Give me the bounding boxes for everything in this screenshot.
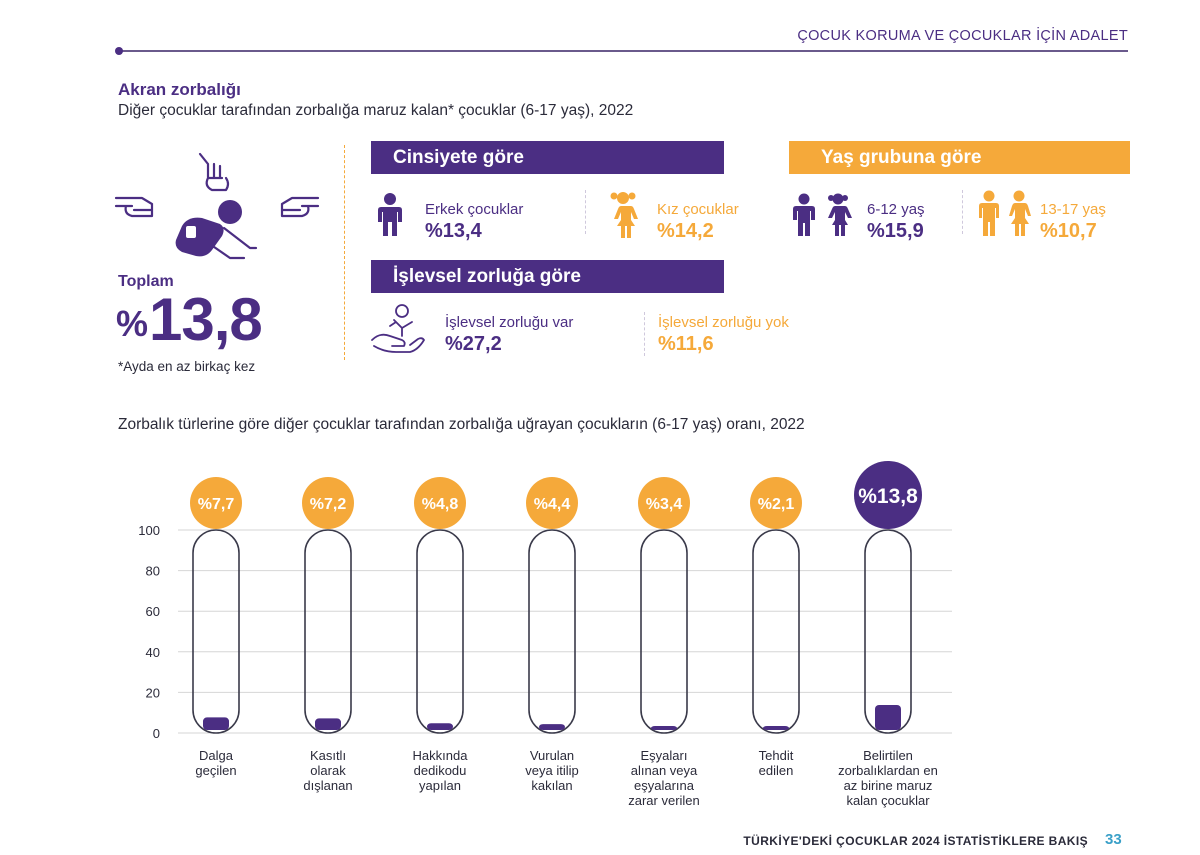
girl-icon (610, 192, 638, 238)
disability-separator (644, 312, 645, 356)
category-label: dışlanan (303, 778, 352, 793)
gender-boys-label: Erkek çocuklar (425, 201, 524, 218)
bar (763, 726, 789, 730)
bar-track (304, 529, 352, 734)
age-banner: Yaş grubuna göre (789, 141, 1130, 174)
gender-separator (585, 190, 586, 234)
bar-track (192, 529, 240, 734)
age-6-12-label: 6-12 yaş (867, 201, 925, 218)
y-tick-label: 0 (153, 726, 160, 741)
value-badge (638, 477, 690, 529)
total-value: %13,8 (116, 285, 263, 354)
bar-track (752, 529, 800, 734)
data-label: %13,8 (858, 485, 918, 508)
category-label: olarak (310, 763, 346, 778)
value-badge (750, 477, 802, 529)
age-13-17-value: %10,7 (1040, 220, 1097, 242)
category-label: Dalga (199, 748, 234, 763)
category-label: edilen (759, 763, 794, 778)
page-number: 33 (1105, 831, 1122, 848)
footnote: *Ayda en az birkaç kez (118, 359, 256, 374)
category-label: Kasıtlı (310, 748, 346, 763)
bar (203, 717, 229, 730)
gender-girls-value: %14,2 (657, 220, 714, 242)
gender-banner: Cinsiyete göre (371, 141, 724, 174)
young-children-icon (793, 193, 852, 236)
age-13-17-label: 13-17 yaş (1040, 201, 1106, 218)
bar (427, 723, 453, 730)
header-title: ÇOCUK KORUMA VE ÇOCUKLAR İÇİN ADALET (797, 28, 1128, 44)
category-label: alınan veya (631, 763, 698, 778)
data-label: %7,2 (310, 496, 347, 513)
gender-girls-label: Kız çocuklar (657, 201, 739, 218)
data-label: %4,4 (534, 496, 571, 513)
teen-children-icon (979, 190, 1031, 236)
chart-title: Zorbalık türlerine göre diğer çocuklar t… (118, 416, 805, 433)
category-label: yapılan (419, 778, 461, 793)
value-badge (302, 477, 354, 529)
value-badge (190, 477, 242, 529)
y-tick-label: 40 (146, 645, 160, 660)
bar-track (864, 529, 912, 734)
y-tick-label: 100 (138, 523, 160, 538)
total-label: Toplam (118, 273, 174, 290)
section-separator (344, 145, 345, 360)
category-label: veya itilip (525, 763, 578, 778)
category-label: Hakkında (413, 748, 469, 763)
bar-chart: 0 20 40 60 80 100 %7,7 %7,2 %4,8 %4,4 %3,4 %2,1 %13… (138, 461, 952, 808)
boy-icon (378, 193, 402, 236)
disability-yes-value: %27,2 (445, 333, 502, 355)
category-label: kalan çocuklar (846, 793, 930, 808)
footer-text: TÜRKİYE'DEKİ ÇOCUKLAR 2024 İSTATİSTİKLER… (743, 834, 1088, 848)
section-subtitle: Diğer çocuklar tarafından zorbalığa maru… (118, 102, 634, 119)
disability-no-value: %11,6 (658, 333, 714, 355)
category-label: eşyalarına (634, 778, 695, 793)
value-badge (854, 461, 922, 529)
category-label: Tehdit (759, 748, 794, 763)
bar (315, 718, 341, 730)
category-label: Vurulan (530, 748, 574, 763)
data-label: %4,8 (422, 496, 459, 513)
y-tick-label: 80 (146, 564, 160, 579)
category-label: az birine maruz (844, 778, 933, 793)
header-divider (118, 50, 1128, 52)
total-number: 13,8 (149, 286, 263, 353)
category-label: zorbalıklardan en (838, 763, 938, 778)
disability-support-icon (371, 304, 425, 353)
bar (539, 724, 565, 730)
age-6-12-value: %15,9 (867, 220, 924, 242)
disability-no-label: İşlevsel zorluğu yok (658, 314, 789, 331)
bar-track (416, 529, 464, 734)
bar-track (640, 529, 688, 734)
gender-boys-value: %13,4 (425, 220, 482, 242)
category-label: Eşyaları (641, 748, 688, 763)
value-badge (414, 477, 466, 529)
bar (875, 704, 901, 730)
bar (651, 726, 677, 730)
y-tick-label: 60 (146, 604, 160, 619)
category-label: geçilen (195, 763, 236, 778)
total-percent-sign: % (116, 303, 148, 344)
value-badge (526, 477, 578, 529)
category-label: kakılan (531, 778, 572, 793)
section-title: Akran zorbalığı (118, 80, 241, 99)
age-separator (962, 190, 963, 234)
disability-banner: İşlevsel zorluğa göre (371, 260, 724, 293)
data-label: %3,4 (646, 496, 683, 513)
category-label: zarar verilen (628, 793, 700, 808)
header-divider-dot (115, 46, 123, 55)
data-label: %2,1 (758, 496, 795, 513)
data-label: %7,7 (198, 496, 235, 513)
category-label: dedikodu (414, 763, 467, 778)
disability-yes-label: İşlevsel zorluğu var (445, 314, 574, 331)
y-tick-label: 20 (146, 685, 160, 700)
category-label: Belirtilen (863, 748, 913, 763)
bar-track (528, 529, 576, 734)
bullying-illustration-icon (114, 152, 320, 260)
